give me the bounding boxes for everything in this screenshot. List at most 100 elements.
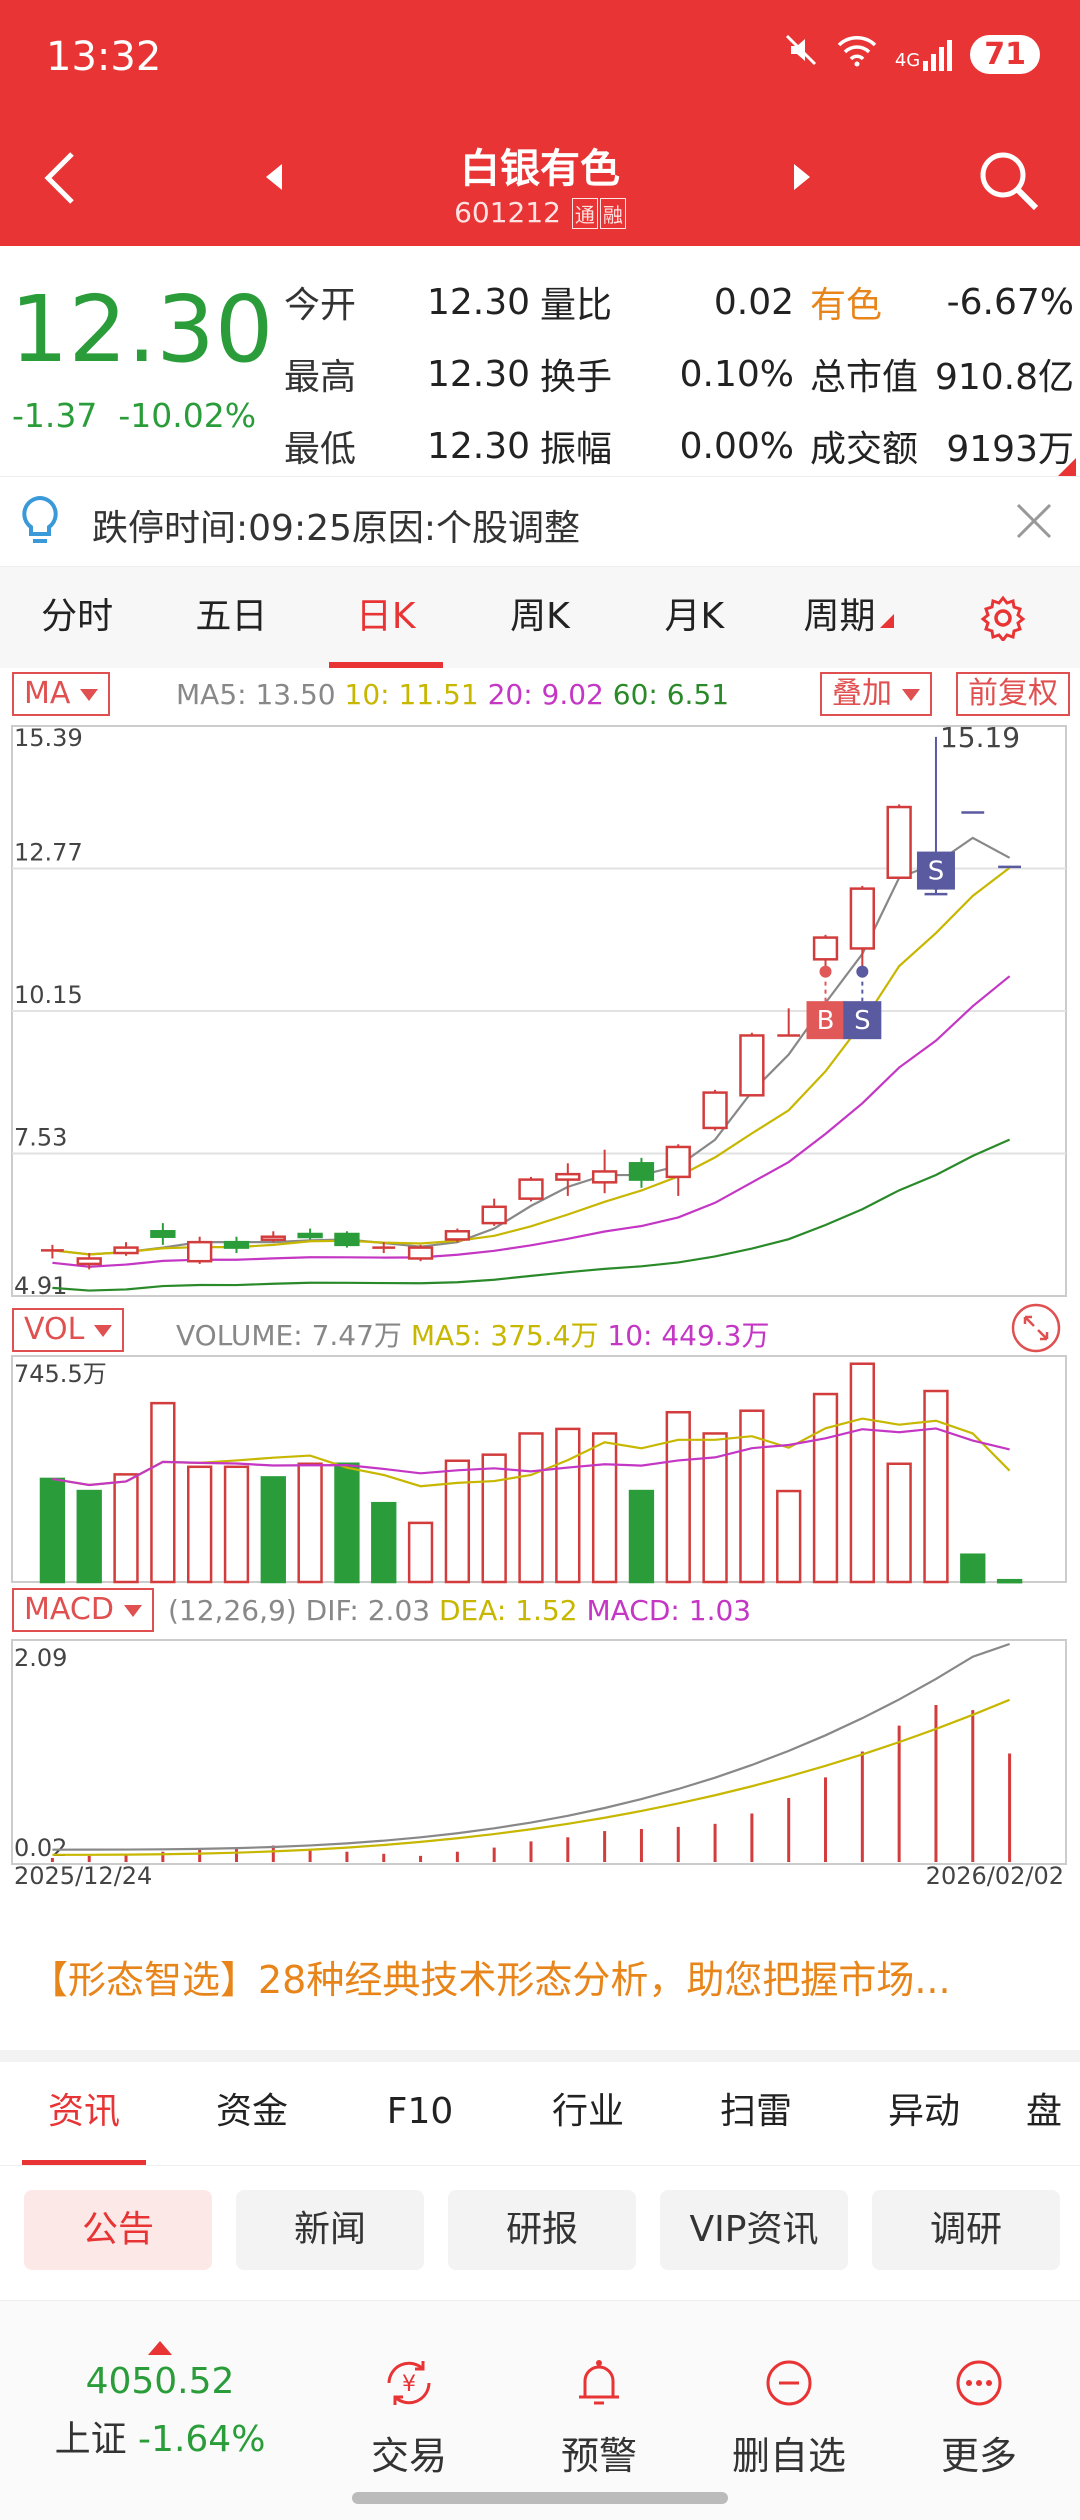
svg-text:¥: ¥ [402,2372,416,2397]
triangle-up-icon [148,2341,172,2355]
status-icons: 4G 71 [783,32,1040,77]
close-icon[interactable] [1014,501,1054,541]
chevron-down-icon [80,688,99,701]
volume-bar [849,1362,875,1584]
signal-marker-label: S [928,857,945,887]
signal-marker-box [843,1001,882,1040]
y-tick-label: 15.39 [14,724,83,752]
minus-circle-icon [766,2360,812,2406]
candle-body [150,1230,176,1238]
tab-five-day[interactable]: 五日 [195,596,268,637]
volume-bar [223,1465,250,1584]
lightbulb-icon [22,495,58,543]
volume-bar [812,1392,839,1584]
volume-bar [886,1462,912,1584]
tab-daily-k[interactable]: 日K [309,567,463,668]
tab-intraday[interactable]: 分时 [41,596,114,637]
volume-bar [702,1432,728,1584]
expand-corner-icon[interactable] [1058,458,1076,476]
tab-f10[interactable]: F10 [386,2091,454,2132]
tab-funds[interactable]: 资金 [215,2091,288,2132]
remove-watchlist-button[interactable]: 删自选 [694,2353,884,2480]
tag-tong: 通 [571,198,598,229]
quote-row: 今开 12.30 量比 0.02 有色 -6.67% [284,266,1074,338]
back-arrow-icon[interactable] [40,148,80,208]
bell-icon [579,2360,619,2405]
news-subtabs: 公告 新闻 研报 VIP资讯 调研 [0,2190,1080,2270]
sector-link[interactable]: 有色 [810,285,883,326]
overlay-button[interactable]: 叠加 [820,672,932,716]
candle-body [334,1232,360,1247]
news-tabs: 资讯 资金 F10 行业 扫雷 异动 盘 [0,2062,1080,2166]
next-stock-icon[interactable] [790,162,814,192]
tab-abnormal[interactable]: 异动 [887,2091,960,2132]
candle-body [665,1145,691,1179]
candle-body [886,805,912,879]
macd-min-label: 0.02 [14,1834,67,1862]
status-bar: 13:32 4G 71 [0,0,1080,120]
candle-body [260,1235,286,1241]
tab-more-cut[interactable]: 盘 [1025,2091,1062,2132]
candle-body [518,1178,544,1200]
fullscreen-icon[interactable] [1010,1302,1062,1354]
alert-button[interactable]: 预警 [504,2353,694,2480]
date-end-label: 2026/02/02 [926,1862,1064,1888]
search-icon[interactable] [976,148,1040,212]
y-tick-label: 12.77 [14,839,83,867]
chevron-down-icon [94,1324,113,1337]
subtab-announcement[interactable]: 公告 [24,2190,212,2270]
kline-tabs: 分时 五日 日K 周K 月K 周期 [0,566,1080,668]
volume-bar [591,1432,618,1584]
candle-body [444,1230,471,1241]
y-tick-label: 4.91 [14,1272,67,1300]
date-start-label: 2025/12/24 [14,1862,152,1888]
adjust-button[interactable]: 前复权 [956,672,1070,716]
candle-body [591,1170,618,1184]
volume-bar [960,1553,986,1584]
signal-marker-dot [819,965,832,978]
price-change: -1.37 -10.02% [12,396,257,435]
chart-settings-button[interactable] [926,567,1080,668]
main-indicator-select[interactable]: MA [12,672,111,716]
volume-bar [334,1462,360,1584]
tab-weekly-k[interactable]: 周K [510,596,570,637]
candle-body [628,1162,655,1181]
volume-bar [628,1489,655,1584]
more-button[interactable]: 更多 [884,2353,1074,2480]
tab-news-info[interactable]: 资讯 [0,2062,168,2165]
chevron-down-icon [123,1604,142,1617]
mute-icon [783,32,819,77]
tab-risk-scan[interactable]: 扫雷 [719,2091,792,2132]
limit-down-notice[interactable]: 跌停时间:09:25原因:个股调整 [0,476,1080,564]
candle-body [297,1232,323,1239]
vol-indicator-select[interactable]: VOL [12,1308,125,1352]
quote-row: 最低 12.30 振幅 0.00% 成交额 9193万 [284,425,1074,471]
tab-period[interactable]: 周期 [771,567,925,668]
volume-max-label: 745.5万 [14,1360,107,1388]
index-ticker[interactable]: 4050.52 上证 -1.64% [0,2341,320,2462]
tab-industry[interactable]: 行业 [551,2091,624,2132]
candle-body [849,887,875,950]
volume-bar [150,1401,176,1584]
prev-stock-icon[interactable] [262,162,286,192]
y-tick-label: 10.15 [14,981,83,1009]
subtab-research[interactable]: 研报 [448,2190,636,2270]
y-tick-label: 7.53 [14,1124,67,1152]
ma-legend: MA5: 13.50 10: 11.51 20: 9.02 60: 6.51 [176,678,730,711]
signal-marker-dot [856,965,869,978]
section-divider [0,2050,1080,2062]
volume-bar [371,1501,397,1584]
chevron-down-icon [902,688,920,701]
subtab-news[interactable]: 新闻 [236,2190,424,2270]
subtab-survey[interactable]: 调研 [872,2190,1060,2270]
macd-chart-frame [11,1639,1067,1865]
tab-monthly-k[interactable]: 月K [664,596,725,637]
macd-indicator-select[interactable]: MACD [12,1588,154,1632]
bottom-bar: 4050.52 上证 -1.64% ¥ 交易 预警 删自选 更多 [0,2300,1080,2520]
pattern-promo-banner[interactable]: 【形态智选】28种经典技术形态分析，助您把握市场... [30,1958,951,2002]
volume-bar [923,1389,949,1584]
subtab-vip[interactable]: VIP资讯 [660,2190,848,2270]
trade-button[interactable]: ¥ 交易 [314,2353,504,2480]
wifi-icon [837,33,877,76]
